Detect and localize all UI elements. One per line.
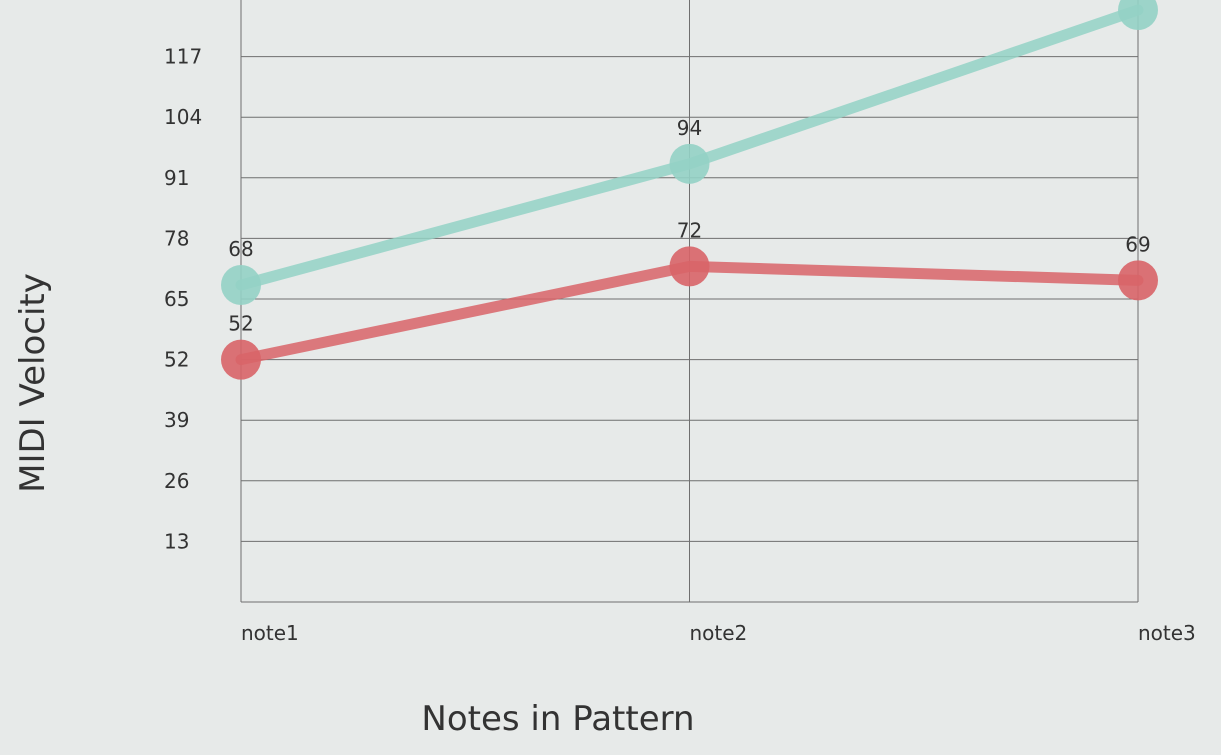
y-tick-label: 91 bbox=[164, 166, 189, 190]
y-tick-label: 26 bbox=[164, 469, 189, 493]
grid bbox=[240, 0, 1139, 603]
y-tick-label: 117 bbox=[164, 45, 202, 69]
series-layer bbox=[221, 0, 1158, 380]
x-axis-title: Notes in Pattern bbox=[421, 699, 694, 739]
x-tick-label: note3 bbox=[1138, 621, 1196, 645]
y-tick-label: 65 bbox=[164, 287, 189, 311]
y-axis-title: MIDI Velocity bbox=[13, 273, 53, 493]
data-label: 69 bbox=[1125, 232, 1150, 256]
tick-labels: 13 26 39 52 65 78 91 104 117 note1 note2 note3 bbox=[164, 45, 1196, 645]
y-tick-label: 104 bbox=[164, 105, 202, 129]
data-point bbox=[669, 143, 710, 184]
y-tick-label: 39 bbox=[164, 408, 189, 432]
y-tick-label: 78 bbox=[164, 226, 189, 250]
data-labels: 68 94 52 72 69 bbox=[228, 116, 1150, 336]
y-tick-label: 13 bbox=[164, 529, 189, 553]
data-label: 94 bbox=[677, 116, 702, 140]
data-point bbox=[669, 246, 710, 287]
data-label: 52 bbox=[228, 312, 253, 336]
data-label: 72 bbox=[677, 218, 702, 242]
y-tick-label: 52 bbox=[164, 348, 189, 372]
data-point bbox=[221, 265, 261, 306]
data-point bbox=[1118, 0, 1158, 30]
data-point bbox=[221, 339, 261, 380]
data-label: 68 bbox=[228, 237, 253, 261]
x-tick-label: note2 bbox=[690, 621, 748, 645]
x-tick-label: note1 bbox=[241, 621, 299, 645]
data-point bbox=[1118, 260, 1158, 301]
